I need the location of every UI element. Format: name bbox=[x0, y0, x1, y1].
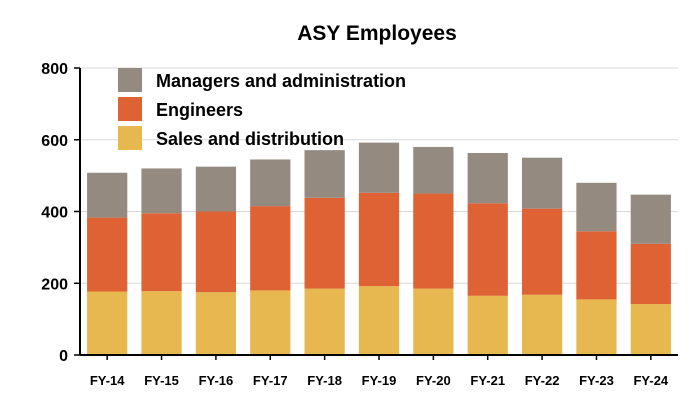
bar-segment bbox=[141, 168, 182, 214]
legend-label: Engineers bbox=[156, 100, 243, 120]
bar-segment bbox=[358, 192, 400, 287]
bar-segment bbox=[304, 150, 345, 198]
bar-segment bbox=[195, 292, 237, 355]
bar-segment bbox=[304, 197, 345, 289]
y-tick-label: 400 bbox=[41, 205, 68, 222]
x-tick-label: FY-18 bbox=[307, 373, 342, 388]
legend-swatch bbox=[118, 68, 142, 92]
x-tick-label: FY-14 bbox=[90, 373, 125, 388]
x-tick-label: FY-24 bbox=[633, 373, 668, 388]
y-tick-label: 200 bbox=[41, 276, 68, 293]
bars bbox=[87, 142, 671, 355]
bar-segment bbox=[195, 166, 237, 212]
bar-segment bbox=[87, 291, 128, 355]
x-tick-label: FY-16 bbox=[199, 373, 234, 388]
bar-segment bbox=[304, 288, 345, 355]
y-tick-label: 800 bbox=[41, 61, 68, 78]
bar-segment bbox=[630, 194, 671, 244]
bar-segment bbox=[576, 182, 617, 232]
bar-segment bbox=[413, 193, 454, 289]
bar-segment bbox=[195, 211, 237, 293]
bar-segment bbox=[87, 172, 128, 218]
chart-title: ASY Employees bbox=[297, 22, 457, 45]
bar-segment bbox=[250, 206, 291, 291]
y-tick-label: 0 bbox=[59, 348, 68, 365]
legend: Managers and administration Engineers Sale… bbox=[118, 68, 406, 150]
bar-segment bbox=[521, 294, 563, 355]
legend-label: Sales and distribution bbox=[156, 129, 344, 149]
y-tick-label: 600 bbox=[41, 133, 68, 150]
x-axis-ticks: FY-14 FY-15 FY-16 FY-17 FY-18 FY-19 FY-20 FY-21… bbox=[90, 355, 669, 388]
x-tick-label: FY-21 bbox=[470, 373, 505, 388]
bar-segment bbox=[358, 286, 400, 355]
bar-segment bbox=[576, 231, 617, 300]
bar-segment bbox=[413, 146, 454, 194]
x-tick-label: FY-15 bbox=[144, 373, 179, 388]
legend-label: Managers and administration bbox=[156, 71, 406, 91]
bar-segment bbox=[358, 142, 400, 193]
bar-segment bbox=[141, 291, 182, 355]
bar-segment bbox=[630, 243, 671, 305]
legend-swatch bbox=[118, 97, 142, 121]
bar-segment bbox=[576, 299, 617, 355]
bar-segment bbox=[467, 153, 508, 204]
bar-segment bbox=[467, 203, 508, 296]
legend-swatch bbox=[118, 126, 142, 150]
x-tick-label: FY-23 bbox=[579, 373, 614, 388]
bar-segment bbox=[521, 157, 563, 209]
y-axis-ticks: 0 200 400 600 800 bbox=[41, 61, 80, 365]
bar-segment bbox=[467, 295, 508, 355]
bar-segment bbox=[250, 159, 291, 207]
bar-segment bbox=[521, 208, 563, 295]
x-tick-label: FY-17 bbox=[253, 373, 288, 388]
bar-segment bbox=[141, 213, 182, 292]
bar-segment bbox=[413, 288, 454, 355]
bar-segment bbox=[250, 290, 291, 355]
x-tick-label: FY-19 bbox=[362, 373, 397, 388]
x-tick-label: FY-22 bbox=[525, 373, 560, 388]
bar-segment bbox=[87, 217, 128, 292]
bar-segment bbox=[630, 304, 671, 355]
x-tick-label: FY-20 bbox=[416, 373, 451, 388]
